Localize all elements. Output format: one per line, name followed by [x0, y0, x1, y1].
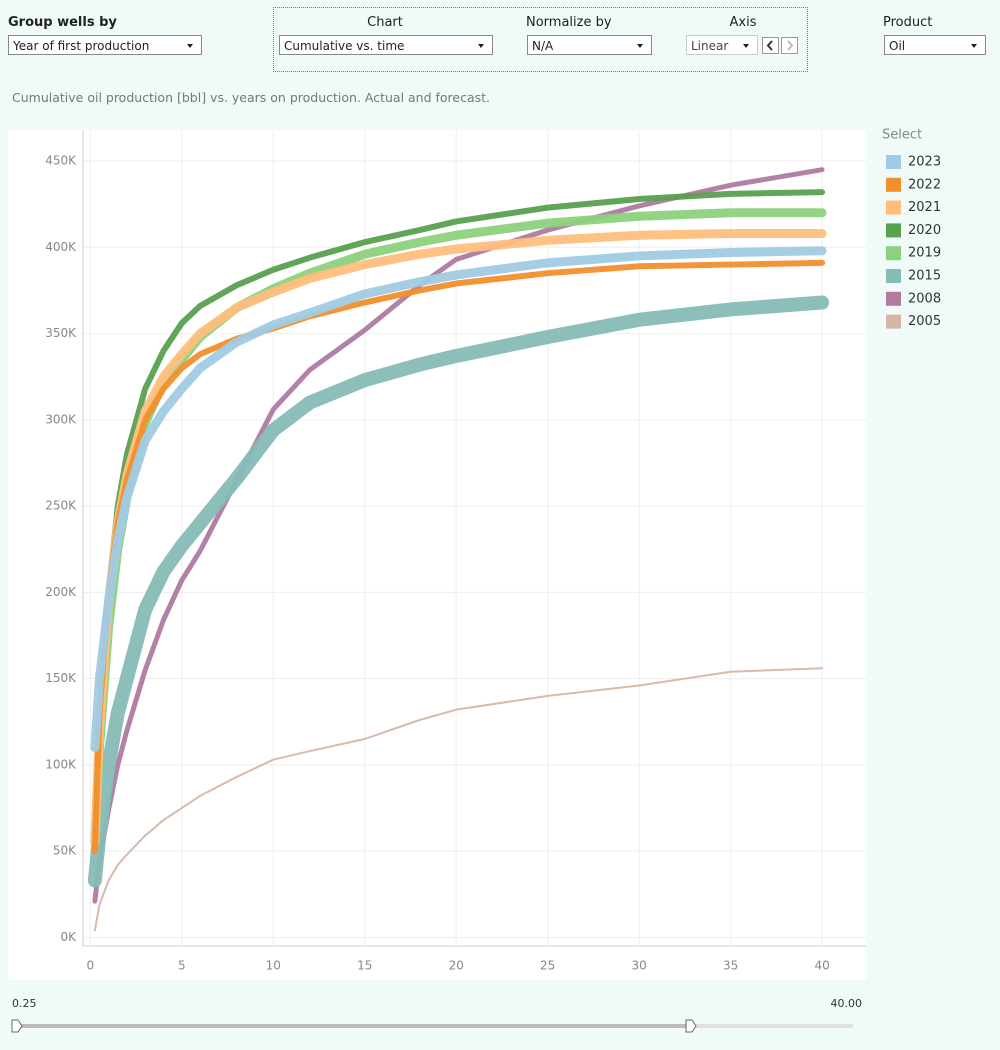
y-tick-label: 200K: [45, 585, 77, 599]
slider-handle[interactable]: [685, 1019, 697, 1033]
prev-button[interactable]: [762, 37, 779, 54]
label: Group wells by: [8, 15, 117, 30]
x-tick-label: 10: [266, 959, 281, 973]
series-line: [90, 246, 827, 753]
chart-background: [8, 130, 866, 980]
label: Axis: [729, 15, 757, 30]
x-tick-label: 5: [178, 959, 186, 973]
y-tick-label: 300K: [45, 412, 77, 426]
legend-label: 2005: [908, 314, 941, 329]
chart-title: Cumulative oil production [bbl] vs. year…: [12, 90, 491, 105]
y-tick-label: 100K: [45, 757, 77, 771]
x-tick-label: 25: [540, 959, 555, 973]
legend-label: 2023: [908, 155, 941, 170]
y-tick-label: 50K: [53, 844, 77, 858]
legend-swatch: [886, 223, 901, 238]
y-tick-label: 350K: [45, 326, 77, 340]
next-button[interactable]: [781, 37, 798, 54]
x-tick-label: 15: [357, 959, 372, 973]
legend-swatch: [886, 269, 901, 283]
control-group: [273, 7, 808, 72]
y-tick-label: 150K: [45, 671, 77, 685]
label: Normalize by: [526, 15, 612, 30]
legend-label: 2019: [908, 246, 941, 261]
x-tick-label: 30: [632, 959, 647, 973]
legend-swatch: [886, 246, 901, 261]
x-tick-label: 40: [814, 959, 829, 973]
legend-title: Select: [882, 128, 922, 143]
y-tick-label: 250K: [45, 499, 77, 513]
dropdown[interactable]: Year of first production: [8, 35, 202, 55]
x-tick-label: 0: [86, 959, 94, 973]
slider-handle[interactable]: [11, 1019, 23, 1033]
dropdown[interactable]: Cumulative vs. time: [279, 35, 493, 55]
x-tick-label: 20: [449, 959, 464, 973]
axis-value: Linear: [686, 35, 758, 55]
legend-swatch: [886, 155, 901, 169]
legend-label: 2020: [908, 223, 941, 238]
dropdown[interactable]: Oil: [884, 35, 986, 55]
legend-swatch: [886, 200, 901, 215]
y-tick-label: 400K: [45, 240, 77, 254]
slider-range: [15, 1024, 690, 1028]
legend-label: 2008: [908, 291, 941, 306]
label: Chart: [367, 15, 403, 30]
legend-swatch: [886, 177, 901, 192]
legend-swatch: [886, 291, 901, 306]
legend-label: 2015: [908, 269, 941, 284]
legend-swatch: [886, 314, 901, 329]
slider-max-label: 40.00: [831, 997, 863, 1010]
x-tick-label: 35: [723, 959, 738, 973]
slider-min-label: 0.25: [12, 997, 37, 1010]
series-line: [93, 667, 824, 932]
legend-label: 2022: [908, 177, 941, 192]
y-tick-label: 0K: [60, 930, 77, 944]
series-line: [87, 295, 830, 888]
legend-label: 2021: [908, 200, 941, 215]
label: Product: [883, 15, 933, 30]
dropdown[interactable]: N/A: [527, 35, 652, 55]
y-tick-label: 450K: [45, 154, 77, 168]
